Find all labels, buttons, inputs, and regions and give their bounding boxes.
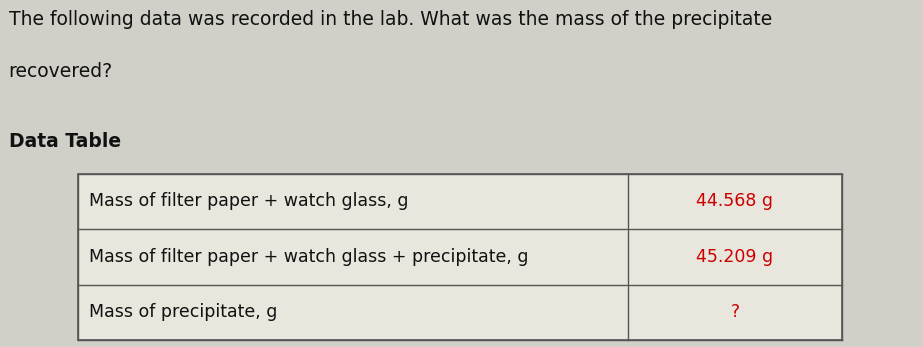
Text: 44.568 g: 44.568 g [697, 192, 773, 210]
Text: 45.209 g: 45.209 g [696, 248, 773, 266]
Text: The following data was recorded in the lab. What was the mass of the precipitate: The following data was recorded in the l… [8, 10, 772, 29]
Text: Data Table: Data Table [8, 132, 121, 151]
Text: Mass of filter paper + watch glass + precipitate, g: Mass of filter paper + watch glass + pre… [89, 248, 528, 266]
Text: Mass of precipitate, g: Mass of precipitate, g [89, 303, 277, 321]
FancyBboxPatch shape [78, 174, 842, 340]
Text: Mass of filter paper + watch glass, g: Mass of filter paper + watch glass, g [89, 192, 408, 210]
Text: recovered?: recovered? [8, 62, 113, 82]
Text: ?: ? [730, 303, 739, 321]
